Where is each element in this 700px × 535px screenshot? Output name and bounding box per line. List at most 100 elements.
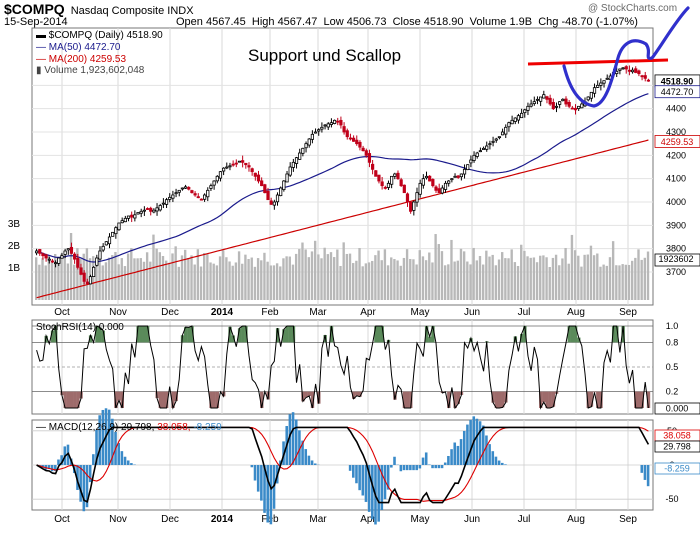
symbol: $COMPQ (4, 1, 65, 17)
volume-bar (181, 255, 183, 300)
volume-bar (333, 257, 335, 300)
volume-bar (241, 264, 243, 300)
volume-bar (606, 266, 608, 300)
volume-bar (485, 251, 487, 300)
stoch-tick-label: 1.0 (666, 321, 679, 331)
candle-body (517, 116, 519, 120)
candle-body (111, 232, 113, 236)
volume-bar (60, 254, 62, 300)
candle-body (606, 78, 608, 79)
volume-bar (549, 267, 551, 300)
volume-bar (552, 258, 554, 300)
candle-body (520, 113, 522, 117)
volume-bar (561, 258, 563, 300)
close-label: Close (393, 16, 421, 28)
volume-bar (583, 255, 585, 300)
candle-body (562, 99, 564, 100)
candle-body (70, 247, 72, 253)
macd-histogram-bar (314, 463, 317, 465)
candle-body (558, 102, 560, 105)
macd-histogram-bar (498, 461, 501, 465)
volume-bar (488, 257, 490, 300)
volume-bar (225, 257, 227, 300)
macd-histogram-bar (444, 463, 447, 465)
candle-body (470, 160, 472, 163)
candle-body (302, 148, 304, 153)
candle-body (489, 144, 491, 145)
stoch-oversold-fill (498, 392, 501, 408)
candle-body (536, 99, 538, 100)
candle-body (352, 138, 354, 141)
candle-body (83, 273, 85, 281)
volume-bar (400, 266, 402, 300)
stoch-oversold-fill (596, 392, 599, 408)
candle-body (638, 71, 640, 74)
volume-bar (479, 256, 481, 300)
stoch-oversold-fill (457, 392, 460, 404)
macd-histogram-bar (491, 451, 494, 465)
volume-bar (618, 265, 620, 300)
candle-body (416, 193, 418, 202)
candle-body (438, 189, 440, 193)
volume-bar (428, 252, 430, 300)
candle-body (419, 183, 421, 194)
x-month-label: Oct (54, 307, 70, 318)
volume-bar (238, 251, 240, 300)
macd-histogram-bar (425, 452, 428, 465)
stockcharts-credit[interactable]: @ StockCharts.com (588, 3, 677, 14)
candle-body (533, 102, 535, 104)
candle-body (175, 193, 177, 194)
volume-bar (282, 258, 284, 300)
quote-date: 15-Sep-2014 (4, 16, 68, 28)
volume-bar (450, 240, 452, 300)
volume-bar (403, 258, 405, 300)
volume-bar (117, 264, 119, 300)
candle-body (641, 76, 643, 77)
stoch-oversold-fill (117, 392, 120, 401)
volume-bar (571, 235, 573, 300)
candle-body (622, 68, 624, 69)
volume-bar (415, 264, 417, 300)
candle-body (432, 179, 434, 185)
macd-histogram-bar (495, 457, 498, 465)
legend-ma50: — MA(50) 4472.70 (36, 42, 121, 53)
candle-body (359, 142, 361, 147)
candle-body (435, 187, 437, 190)
volume-bar (143, 262, 145, 300)
macd-signal-value: 38.058, (157, 422, 193, 433)
volume-bar (102, 265, 104, 300)
volume-bar (187, 258, 189, 300)
low-label: Low (323, 16, 343, 28)
macd-histogram-bar (393, 457, 396, 465)
candle-body (406, 194, 408, 202)
candle-body (387, 183, 389, 187)
volume-bar (647, 252, 649, 300)
volume-bar (514, 262, 516, 300)
candle-body (428, 176, 430, 181)
volume-bar (298, 249, 300, 300)
stoch-overbought-fill (285, 326, 288, 342)
candle-body (441, 188, 443, 193)
candle-body (587, 97, 589, 100)
candle-body (574, 108, 576, 110)
volume-bar (590, 246, 592, 300)
volume-bar (577, 256, 579, 300)
legend-ma50-text: MA(50) 4472.70 (49, 42, 121, 53)
candle-body (340, 120, 342, 125)
candle-body (130, 215, 132, 217)
x-month-label: Apr (360, 307, 376, 318)
volume-bar (67, 264, 69, 300)
volume-bar (587, 255, 589, 300)
candle-body (413, 202, 415, 210)
macd-histogram-bar (121, 451, 124, 465)
candle-body (511, 120, 513, 123)
candle-body (73, 254, 75, 259)
candle-body (267, 191, 269, 199)
volume-bar (441, 251, 443, 300)
volume-bar (260, 260, 262, 300)
macd-histogram-bar (257, 465, 260, 492)
volume-bar (247, 259, 249, 300)
volume-bar (444, 265, 446, 300)
volume-bar (320, 258, 322, 300)
candle-body (254, 173, 256, 176)
